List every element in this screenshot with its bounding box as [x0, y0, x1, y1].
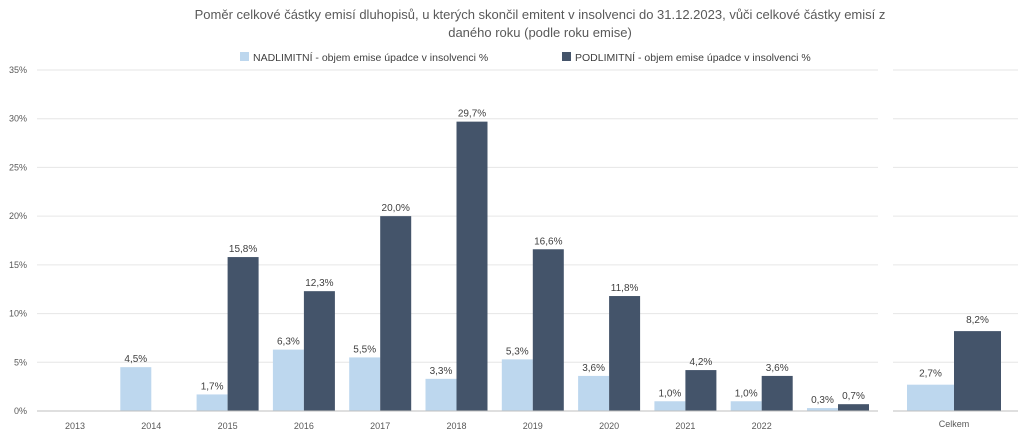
total-x-axis-ticks: Celkem	[939, 419, 970, 429]
bar-podlimitni	[456, 121, 488, 411]
x-axis-ticks: 2013 2014 2015 2016 2017 2018 2019 2020 2021 2022	[65, 421, 772, 431]
bar-nadlimitni	[730, 401, 762, 411]
data-label: 1,0%	[659, 388, 682, 399]
y-tick-label: 10%	[9, 309, 27, 319]
y-axis-ticks: 0% 5% 10% 15% 20% 25% 30% 35%	[9, 65, 27, 416]
bar-podlimitni	[609, 296, 641, 411]
total-bar-nadlimitni	[907, 384, 954, 411]
x-tick-label: 2018	[446, 421, 466, 431]
legend-swatch-nadlimitni	[240, 52, 249, 61]
data-label: 3,3%	[430, 366, 453, 377]
total-gridlines	[893, 69, 1018, 363]
data-label: 5,5%	[353, 344, 376, 355]
bar-nadlimitni	[272, 349, 304, 411]
bar-nadlimitni	[807, 408, 838, 411]
bar-nadlimitni	[196, 394, 228, 411]
bar-nadlimitni	[501, 359, 533, 411]
y-tick-label: 0%	[14, 406, 27, 416]
chart-title-line-1: Poměr celkové částky emisí dluhopisů, u …	[195, 7, 886, 22]
y-tick-label: 15%	[9, 260, 27, 270]
data-label: 3,6%	[582, 363, 605, 374]
x-tick-label: 2015	[218, 421, 238, 431]
legend: NADLIMITNÍ - objem emise úpadce v insolv…	[240, 51, 811, 64]
y-tick-label: 35%	[9, 65, 27, 75]
main-bars	[120, 121, 869, 411]
data-label: 1,0%	[735, 388, 758, 399]
bar-nadlimitni	[120, 367, 152, 411]
total-x-tick-label: Celkem	[939, 419, 970, 429]
main-data-labels: 4,5% 1,7% 15,8% 6,3% 12,3% 5,5% 20,0% 3,3% 29,7%…	[124, 109, 865, 406]
x-tick-label: 2020	[599, 421, 619, 431]
data-label: 20,0%	[382, 203, 410, 214]
legend-label-nadlimitni: NADLIMITNÍ - objem emise úpadce v insolv…	[253, 51, 488, 64]
x-tick-label: 2021	[675, 421, 695, 431]
data-label: 1,7%	[201, 381, 224, 392]
total-data-label: 2,7%	[919, 369, 942, 380]
bar-podlimitni	[380, 216, 412, 411]
data-label: 3,6%	[766, 363, 789, 374]
x-tick-label: 2016	[294, 421, 314, 431]
data-label: 0,7%	[842, 391, 865, 402]
x-tick-label: 2017	[370, 421, 390, 431]
bar-podlimitni	[303, 291, 335, 411]
bar-podlimitni	[838, 404, 869, 411]
x-tick-label: 2022	[752, 421, 772, 431]
data-label: 15,8%	[229, 244, 257, 255]
bar-nadlimitni	[349, 357, 381, 411]
bar-podlimitni	[227, 257, 259, 411]
bar-nadlimitni	[578, 375, 610, 411]
y-tick-label: 30%	[9, 114, 27, 124]
bar-nadlimitni	[425, 378, 457, 411]
x-tick-label: 2014	[141, 421, 161, 431]
data-label: 29,7%	[458, 109, 486, 120]
y-tick-label: 20%	[9, 211, 27, 221]
x-tick-label: 2013	[65, 421, 85, 431]
bar-nadlimitni	[654, 401, 686, 411]
data-label: 5,3%	[506, 346, 529, 357]
data-label: 6,3%	[277, 337, 300, 348]
total-bar-podlimitni	[954, 331, 1001, 411]
bar-podlimitni	[761, 375, 793, 411]
total-data-label: 8,2%	[966, 315, 989, 326]
data-label: 16,6%	[534, 236, 562, 247]
x-tick-label: 2019	[523, 421, 543, 431]
data-label: 4,2%	[690, 357, 713, 368]
data-label: 4,5%	[124, 354, 147, 365]
data-label: 11,8%	[611, 283, 639, 294]
legend-label-podlimitni: PODLIMITNÍ - objem emise úpadce v insolv…	[575, 51, 811, 64]
data-label: 12,3%	[305, 278, 333, 289]
data-label: 0,3%	[811, 395, 834, 406]
total-bars	[907, 331, 1001, 411]
bar-podlimitni	[532, 249, 564, 411]
bar-podlimitni	[685, 370, 717, 411]
y-tick-label: 25%	[9, 162, 27, 172]
y-tick-label: 5%	[14, 357, 27, 367]
chart-title-line-2: daného roku (podle roku emise)	[448, 25, 632, 40]
total-data-labels: 2,7% 8,2%	[919, 315, 989, 380]
legend-swatch-podlimitni	[562, 52, 571, 61]
